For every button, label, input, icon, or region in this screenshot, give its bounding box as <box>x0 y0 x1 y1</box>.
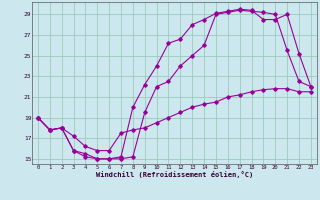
X-axis label: Windchill (Refroidissement éolien,°C): Windchill (Refroidissement éolien,°C) <box>96 171 253 178</box>
